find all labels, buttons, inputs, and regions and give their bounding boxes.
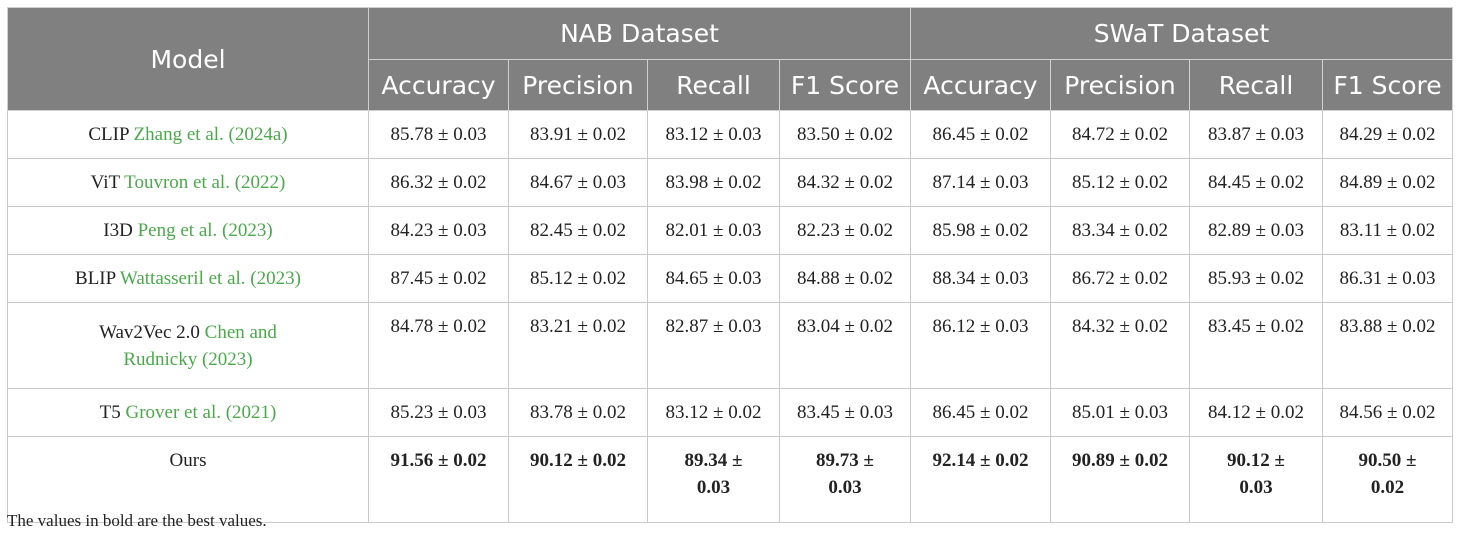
table-row-ours: Ours 91.56 ± 0.02 90.12 ± 0.02 89.34 ± 0…: [7, 436, 1453, 523]
best-value-cell: 90.89 ± 0.02: [1050, 436, 1190, 523]
results-table: Model NAB Dataset SWaT Dataset Accuracy …: [7, 7, 1453, 523]
model-cell: BLIP Wattasseril et al. (2023): [7, 254, 369, 303]
value-cell: 84.12 ± 0.02: [1189, 388, 1323, 437]
metric-header: Accuracy: [368, 59, 509, 111]
value-cell: 84.32 ± 0.02: [779, 158, 911, 207]
value-cell: 88.34 ± 0.03: [910, 254, 1051, 303]
value-cell: 83.45 ± 0.02: [1189, 302, 1323, 389]
table-row: Wav2Vec 2.0 Chen and Rudnicky (2023) 84.…: [7, 302, 1453, 389]
value-cell: 86.12 ± 0.03: [910, 302, 1051, 389]
value-cell: 83.78 ± 0.02: [508, 388, 648, 437]
value-cell: 84.67 ± 0.03: [508, 158, 648, 207]
value-cell: 83.88 ± 0.02: [1322, 302, 1453, 389]
table-body: CLIP Zhang et al. (2024a) 85.78 ± 0.03 8…: [7, 110, 1453, 523]
value-cell: 83.91 ± 0.02: [508, 110, 648, 159]
model-name: T5: [99, 402, 121, 423]
metric-header: Recall: [1189, 59, 1323, 111]
table-row: T5 Grover et al. (2021) 85.23 ± 0.03 83.…: [7, 388, 1453, 437]
best-value-cell: 90.12 ± 0.02: [508, 436, 648, 523]
value-cell: 83.21 ± 0.02: [508, 302, 648, 389]
metric-header: Precision: [1050, 59, 1190, 111]
model-name: I3D: [103, 220, 133, 241]
value-cell: 85.98 ± 0.02: [910, 206, 1051, 255]
value-cell: 86.31 ± 0.03: [1322, 254, 1453, 303]
value-cell: 85.12 ± 0.02: [1050, 158, 1190, 207]
value-cell: 83.12 ± 0.03: [647, 110, 780, 159]
value-cell: 83.87 ± 0.03: [1189, 110, 1323, 159]
value-cell: 87.45 ± 0.02: [368, 254, 509, 303]
value-cell: 83.12 ± 0.02: [647, 388, 780, 437]
value-cell: 82.01 ± 0.03: [647, 206, 780, 255]
model-reference-link[interactable]: Grover et al. (2021): [125, 402, 277, 423]
model-reference-link[interactable]: Wattasseril et al. (2023): [119, 268, 301, 289]
metric-header: Recall: [647, 59, 780, 111]
value-cell: 86.72 ± 0.02: [1050, 254, 1190, 303]
nab-dataset-header: NAB Dataset: [368, 7, 911, 60]
best-value-cell: 92.14 ± 0.02: [910, 436, 1051, 523]
model-cell: Wav2Vec 2.0 Chen and Rudnicky (2023): [7, 302, 369, 389]
value-cell: 84.32 ± 0.02: [1050, 302, 1190, 389]
model-reference-link[interactable]: Zhang et al. (2024a): [133, 124, 288, 145]
value-cell: 82.87 ± 0.03: [647, 302, 780, 389]
value-cell: 84.88 ± 0.02: [779, 254, 911, 303]
value-cell: 85.01 ± 0.03: [1050, 388, 1190, 437]
table-row: CLIP Zhang et al. (2024a) 85.78 ± 0.03 8…: [7, 110, 1453, 159]
table-row: I3D Peng et al. (2023) 84.23 ± 0.03 82.4…: [7, 206, 1453, 255]
model-name: ViT: [90, 172, 120, 193]
best-value-cell: 89.34 ± 0.03: [647, 436, 780, 523]
value-cell: 83.11 ± 0.02: [1322, 206, 1453, 255]
value-cell: 84.89 ± 0.02: [1322, 158, 1453, 207]
value-cell: 83.50 ± 0.02: [779, 110, 911, 159]
value-cell: 85.93 ± 0.02: [1189, 254, 1323, 303]
model-name: Wav2Vec 2.0: [99, 321, 200, 343]
value-cell: 84.72 ± 0.02: [1050, 110, 1190, 159]
value-cell: 85.12 ± 0.02: [508, 254, 648, 303]
value-cell: 82.23 ± 0.02: [779, 206, 911, 255]
value-cell: 84.23 ± 0.03: [368, 206, 509, 255]
metric-header: Precision: [508, 59, 648, 111]
model-name: BLIP: [75, 268, 116, 289]
table-row: BLIP Wattasseril et al. (2023) 87.45 ± 0…: [7, 254, 1453, 303]
value-cell: 86.32 ± 0.02: [368, 158, 509, 207]
value-cell: 84.45 ± 0.02: [1189, 158, 1323, 207]
value-cell: 84.56 ± 0.02: [1322, 388, 1453, 437]
best-value-cell: 89.73 ± 0.03: [779, 436, 911, 523]
model-name: CLIP: [88, 124, 129, 145]
value-cell: 83.34 ± 0.02: [1050, 206, 1190, 255]
model-header: Model: [7, 7, 369, 111]
value-cell: 83.98 ± 0.02: [647, 158, 780, 207]
model-cell: ViT Touvron et al. (2022): [7, 158, 369, 207]
value-cell: 86.45 ± 0.02: [910, 110, 1051, 159]
value-cell: 82.45 ± 0.02: [508, 206, 648, 255]
value-cell: 85.23 ± 0.03: [368, 388, 509, 437]
metric-header: F1 Score: [779, 59, 911, 111]
metric-header: F1 Score: [1322, 59, 1453, 111]
model-reference-link[interactable]: Peng et al. (2023): [137, 220, 273, 241]
table-header: Model NAB Dataset SWaT Dataset Accuracy …: [7, 7, 1453, 111]
value-cell: 82.89 ± 0.03: [1189, 206, 1323, 255]
best-value-cell: 90.12 ± 0.03: [1189, 436, 1323, 523]
value-cell: 84.65 ± 0.03: [647, 254, 780, 303]
best-value-cell: 91.56 ± 0.02: [368, 436, 509, 523]
model-cell: Ours: [7, 436, 369, 523]
table-footnote: The values in bold are the best values.: [7, 511, 267, 530]
value-cell: 84.29 ± 0.02: [1322, 110, 1453, 159]
value-cell: 85.78 ± 0.03: [368, 110, 509, 159]
swat-dataset-header: SWaT Dataset: [910, 7, 1453, 60]
model-cell: CLIP Zhang et al. (2024a): [7, 110, 369, 159]
value-cell: 83.04 ± 0.02: [779, 302, 911, 389]
table-row: ViT Touvron et al. (2022) 86.32 ± 0.02 8…: [7, 158, 1453, 207]
model-cell: T5 Grover et al. (2021): [7, 388, 369, 437]
model-cell: I3D Peng et al. (2023): [7, 206, 369, 255]
value-cell: 87.14 ± 0.03: [910, 158, 1051, 207]
model-reference-link[interactable]: Touvron et al. (2022): [124, 172, 286, 193]
value-cell: 86.45 ± 0.02: [910, 388, 1051, 437]
value-cell: 84.78 ± 0.02: [368, 302, 509, 389]
metric-header: Accuracy: [910, 59, 1051, 111]
model-reference-link[interactable]: Chen and Rudnicky (2023): [123, 321, 277, 370]
value-cell: 83.45 ± 0.03: [779, 388, 911, 437]
best-value-cell: 90.50 ± 0.02: [1322, 436, 1453, 523]
